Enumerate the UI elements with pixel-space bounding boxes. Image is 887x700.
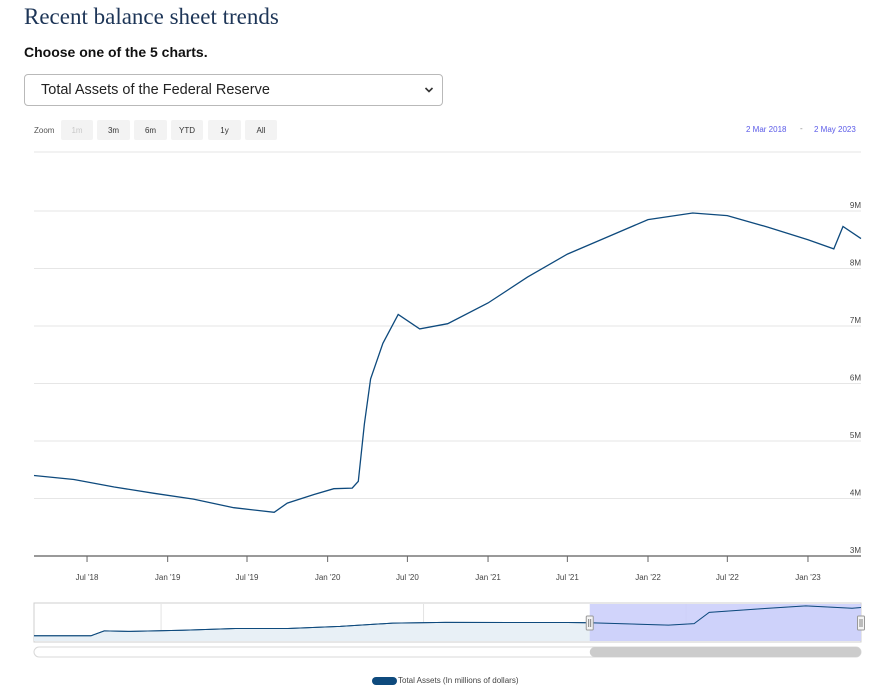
x-tick-label: Jul '18 <box>76 573 99 582</box>
chart-grid <box>34 151 861 557</box>
range-separator: - <box>800 124 803 133</box>
legend-swatch <box>372 676 397 685</box>
navigator-scrollbar[interactable] <box>33 646 862 658</box>
x-tick-label: Jul '22 <box>716 573 739 582</box>
zoom-1m-button[interactable]: 1m <box>61 120 93 140</box>
x-tick-label: Jan '19 <box>155 573 181 582</box>
x-tick-label: Jan '22 <box>635 573 661 582</box>
navigator-right-handle[interactable] <box>857 615 865 631</box>
zoom-3m-button[interactable]: 3m <box>97 120 130 140</box>
x-tick-label: Jul '19 <box>236 573 259 582</box>
range-to-date[interactable]: 2 May 2023 <box>814 125 856 134</box>
navigator[interactable]: 201020152020 <box>33 602 865 658</box>
legend[interactable]: Total Assets (In millions of dollars) <box>372 676 519 685</box>
zoom-1y-button[interactable]: 1y <box>208 120 241 140</box>
x-axis-ticks: Jul '18 Jan '19 Jul '19 Jan '20 Jul '20 Jan '… <box>76 556 821 582</box>
y-tick-label: 3M <box>850 546 861 555</box>
zoom-6m-button[interactable]: 6m <box>134 120 167 140</box>
handle-body <box>585 615 594 631</box>
x-tick-label: Jul '20 <box>396 573 419 582</box>
navigator-selected-line <box>33 605 862 637</box>
page-title: Recent balance sheet trends <box>24 4 279 29</box>
y-tick-label: 6M <box>850 374 861 383</box>
y-axis-ticks: 3M 4M 5M 6M 7M 8M 9M <box>850 201 861 555</box>
y-tick-label: 5M <box>850 431 861 440</box>
legend-label: Total Assets (In millions of dollars) <box>398 676 519 685</box>
x-tick-label: Jul '21 <box>556 573 579 582</box>
range-from-date[interactable]: 2 Mar 2018 <box>746 125 787 134</box>
y-tick-label: 9M <box>850 201 861 210</box>
navigator-left-handle[interactable] <box>585 615 594 631</box>
x-tick-label: Jan '23 <box>795 573 821 582</box>
chevron-down-icon <box>424 87 434 93</box>
chart-chooser-prompt: Choose one of the 5 charts. <box>24 44 208 60</box>
navigator-selection <box>589 604 861 641</box>
chart-select[interactable]: Total Assets of the Federal Reserve <box>24 74 443 106</box>
y-tick-label: 4M <box>850 489 861 498</box>
zoom-all-button[interactable]: All <box>245 120 277 140</box>
scrollbar-thumb <box>589 647 861 657</box>
zoom-label: Zoom <box>34 126 55 135</box>
y-tick-label: 7M <box>850 316 861 325</box>
y-tick-label: 8M <box>850 259 861 268</box>
x-tick-label: Jan '20 <box>315 573 341 582</box>
x-tick-label: Jan '21 <box>475 573 501 582</box>
handle-body <box>857 615 865 631</box>
zoom-ytd-button[interactable]: YTD <box>171 120 203 140</box>
chart-select-value: Total Assets of the Federal Reserve <box>41 82 270 98</box>
series-line-total-assets[interactable] <box>33 212 862 513</box>
